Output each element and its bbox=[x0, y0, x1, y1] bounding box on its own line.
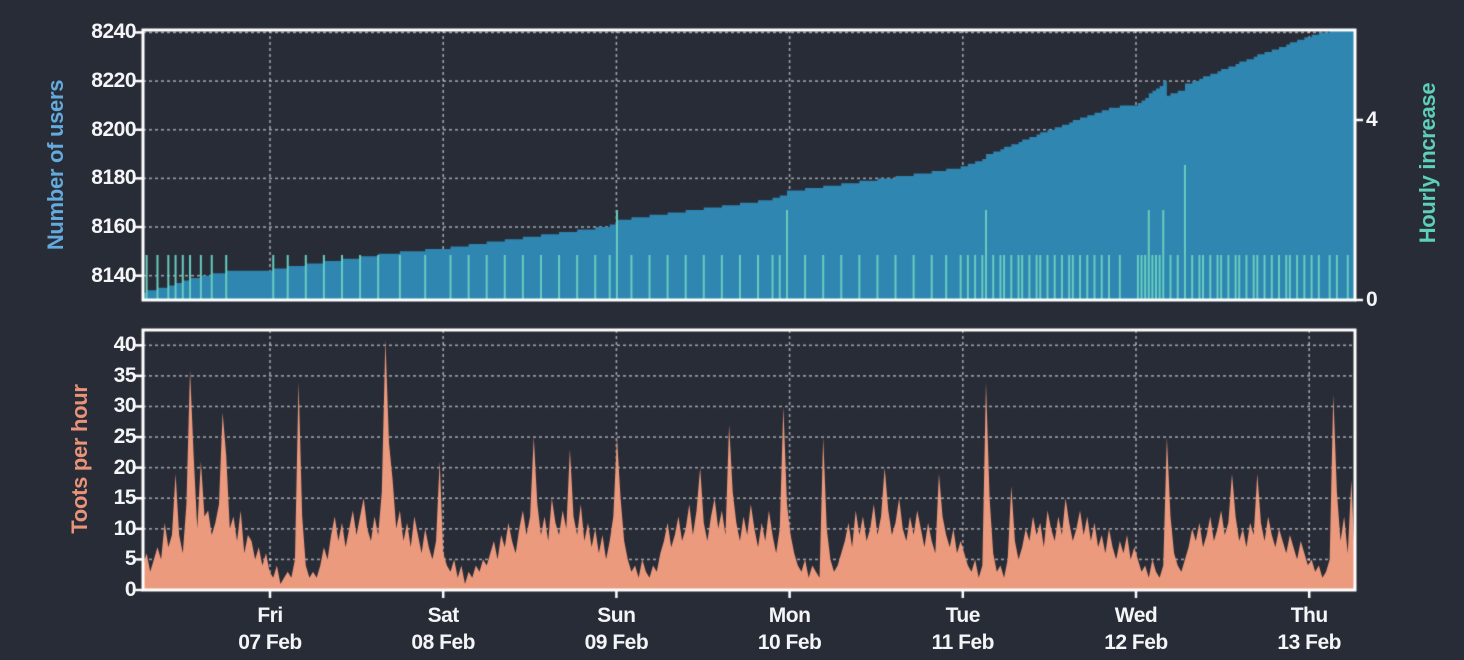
users-y-tick-label: 8160 bbox=[91, 215, 136, 239]
toots-y-tick-label: 40 bbox=[113, 333, 137, 357]
x-axis-day-label: Thu 13 Feb bbox=[1239, 602, 1379, 656]
weekday-text: Wed bbox=[1114, 604, 1158, 627]
x-axis-day-label: Sat 08 Feb bbox=[373, 602, 513, 656]
weekday-text: Sat bbox=[427, 604, 460, 627]
toots-y-tick-label: 15 bbox=[113, 486, 137, 510]
weekday-text: Mon bbox=[768, 604, 811, 627]
weekday-text: Sun bbox=[597, 604, 636, 627]
x-axis-day-label: Fri 07 Feb bbox=[200, 602, 340, 656]
date-text: 10 Feb bbox=[757, 631, 822, 654]
hourly-increase-axis-title: Hourly increase bbox=[1415, 82, 1440, 244]
date-text: 12 Feb bbox=[1104, 631, 1168, 654]
date-text: 11 Feb bbox=[931, 631, 995, 654]
date-text: 09 Feb bbox=[584, 631, 649, 654]
users-y-tick-label: 8240 bbox=[91, 20, 136, 44]
users-y-tick-label: 8200 bbox=[91, 117, 136, 141]
toots-y-tick-label: 25 bbox=[113, 425, 137, 449]
weekday-text: Tue bbox=[945, 604, 981, 627]
toots-y-tick-label: 5 bbox=[124, 547, 137, 571]
x-axis-day-label: Wed 12 Feb bbox=[1066, 602, 1206, 656]
weekday-text: Thu bbox=[1290, 604, 1328, 627]
date-text: 07 Feb bbox=[238, 631, 302, 654]
x-axis-day-label: Sun 09 Feb bbox=[546, 602, 686, 656]
toots-y-tick-label: 10 bbox=[113, 516, 137, 540]
toots-y-tick-label: 35 bbox=[113, 363, 137, 387]
toots-y-tick-label: 0 bbox=[124, 578, 137, 601]
hourly-increase-y-tick-label: 0 bbox=[1366, 288, 1378, 311]
users-y-tick-label: 8140 bbox=[91, 263, 136, 287]
date-text: 13 Feb bbox=[1277, 631, 1341, 654]
date-text: 08 Feb bbox=[411, 631, 475, 654]
weekday-text: Fri bbox=[257, 604, 283, 627]
toots-y-tick-label: 30 bbox=[113, 394, 137, 418]
toots-y-tick-label: 20 bbox=[113, 455, 137, 479]
hourly-increase-y-tick-label: 4 bbox=[1366, 108, 1378, 131]
x-axis-day-label: Mon 10 Feb bbox=[720, 602, 860, 656]
x-axis-day-label: Tue 11 Feb bbox=[893, 602, 1033, 656]
users-y-tick-label: 8180 bbox=[91, 166, 136, 190]
users-y-tick-label: 8220 bbox=[91, 69, 136, 93]
